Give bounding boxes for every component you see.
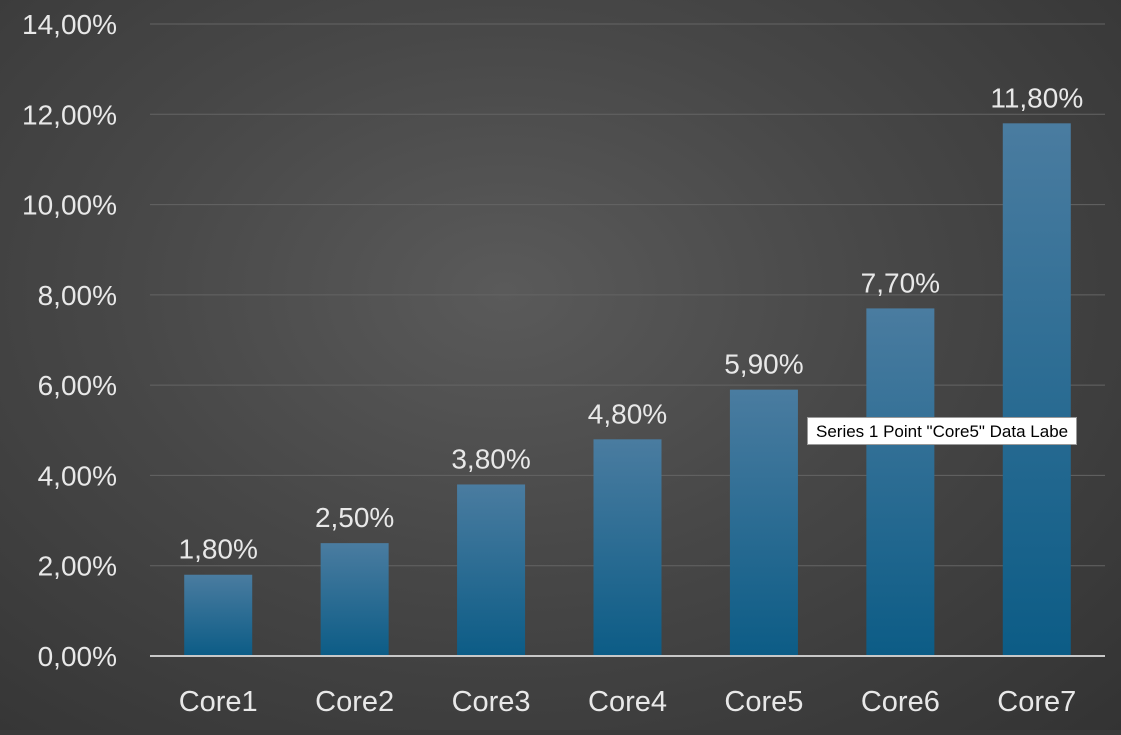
data-label-core5[interactable]: 5,90%: [724, 349, 803, 380]
bar-core5[interactable]: [729, 389, 798, 656]
x-tick-label: Core7: [997, 686, 1076, 718]
x-tick-label: Core3: [452, 686, 531, 718]
y-tick-label: 14,00%: [22, 9, 117, 40]
y-tick-label: 0,00%: [38, 641, 117, 672]
data-label-core4[interactable]: 4,80%: [588, 398, 667, 429]
data-label-core3[interactable]: 3,80%: [451, 443, 530, 474]
x-tick-label: Core6: [861, 686, 940, 718]
data-label-core7[interactable]: 11,80%: [990, 82, 1083, 113]
data-label-core1[interactable]: 1,80%: [179, 534, 258, 565]
gridlines: [150, 23, 1105, 567]
bar-core3[interactable]: [457, 484, 526, 656]
x-tick-label: Core2: [315, 686, 394, 718]
bar-core4[interactable]: [593, 439, 662, 656]
bars: [184, 123, 1071, 657]
bar-core2[interactable]: [320, 543, 389, 656]
y-tick-label: 2,00%: [38, 551, 117, 582]
x-tick-label: Core5: [724, 686, 803, 718]
data-label-core6[interactable]: 7,70%: [861, 267, 940, 298]
bar-core7[interactable]: [1002, 123, 1071, 657]
y-tick-label: 6,00%: [38, 370, 117, 401]
y-tick-label: 4,00%: [38, 460, 117, 491]
y-tick-label: 8,00%: [38, 280, 117, 311]
x-axis-tick-labels: Core1 Core2 Core3 Core4 Core5 Core6 Core7: [179, 686, 1077, 718]
bar-core1[interactable]: [184, 574, 253, 656]
data-label-tooltip: Series 1 Point "Core5" Data Labe: [807, 417, 1078, 445]
data-label-core2[interactable]: 2,50%: [315, 502, 394, 533]
y-tick-label: 10,00%: [22, 190, 117, 221]
y-axis-tick-labels: 0,00% 2,00% 4,00% 6,00% 8,00% 10,00% 12,00% 14,…: [22, 9, 117, 672]
x-tick-label: Core4: [588, 686, 667, 718]
bar-core6[interactable]: [866, 308, 935, 656]
data-labels: 1,80% 2,50% 3,80% 4,80% 5,90% 7,70% 11,80%: [179, 82, 1084, 564]
x-tick-label: Core1: [179, 686, 258, 718]
y-tick-label: 12,00%: [22, 99, 117, 130]
